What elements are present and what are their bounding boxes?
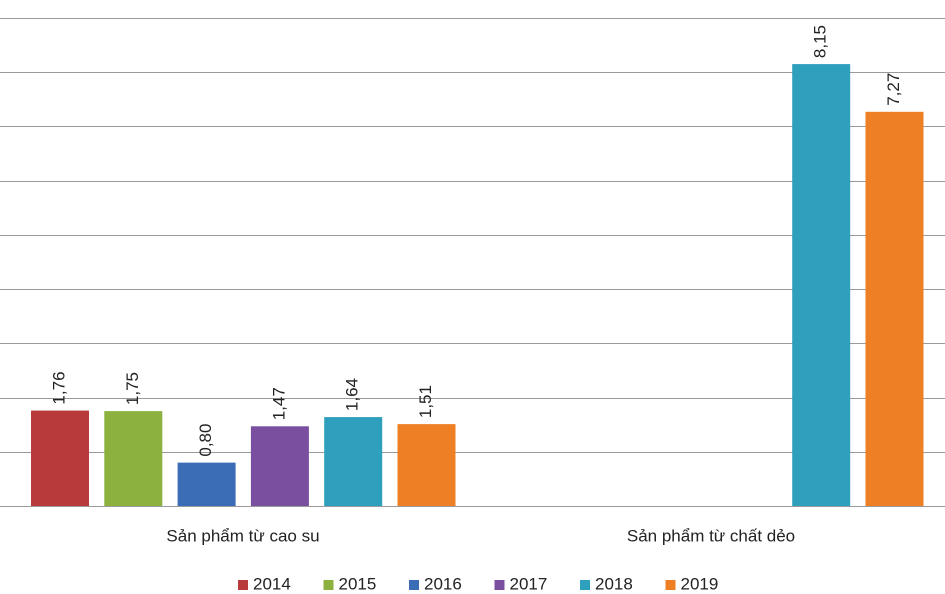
- x-tick-label: Sản phẩm từ chất dẻo: [627, 526, 795, 545]
- bar: [250, 426, 309, 506]
- data-label: 7,27: [884, 73, 903, 106]
- legend-swatch: [238, 580, 248, 590]
- bar: [792, 64, 851, 506]
- bar: [104, 411, 163, 506]
- legend-label: 2017: [510, 574, 548, 593]
- bar: [31, 410, 89, 506]
- legend-swatch: [409, 580, 419, 590]
- legend-label: 2018: [595, 574, 633, 593]
- legend-label: 2015: [339, 574, 377, 593]
- bar: [397, 424, 456, 506]
- legend-swatch: [665, 580, 676, 590]
- bar: [865, 111, 924, 506]
- data-label: 1,75: [123, 372, 142, 405]
- legend-label: 2019: [681, 574, 719, 593]
- data-label: 1,76: [49, 371, 68, 404]
- data-label: 1,47: [269, 387, 288, 420]
- data-label: 1,51: [416, 385, 435, 418]
- bar: [177, 462, 236, 506]
- legend-swatch: [323, 580, 334, 590]
- legend-swatch: [580, 580, 590, 590]
- data-label: 0,80: [196, 424, 215, 457]
- legend-label: 2016: [424, 574, 462, 593]
- x-tick-label: Sản phẩm từ cao su: [166, 526, 319, 545]
- data-label: 8,15: [811, 25, 830, 58]
- legend-swatch: [494, 580, 505, 590]
- bar: [324, 417, 383, 506]
- legend-label: 2014: [253, 574, 291, 593]
- data-label: 1,64: [343, 378, 362, 411]
